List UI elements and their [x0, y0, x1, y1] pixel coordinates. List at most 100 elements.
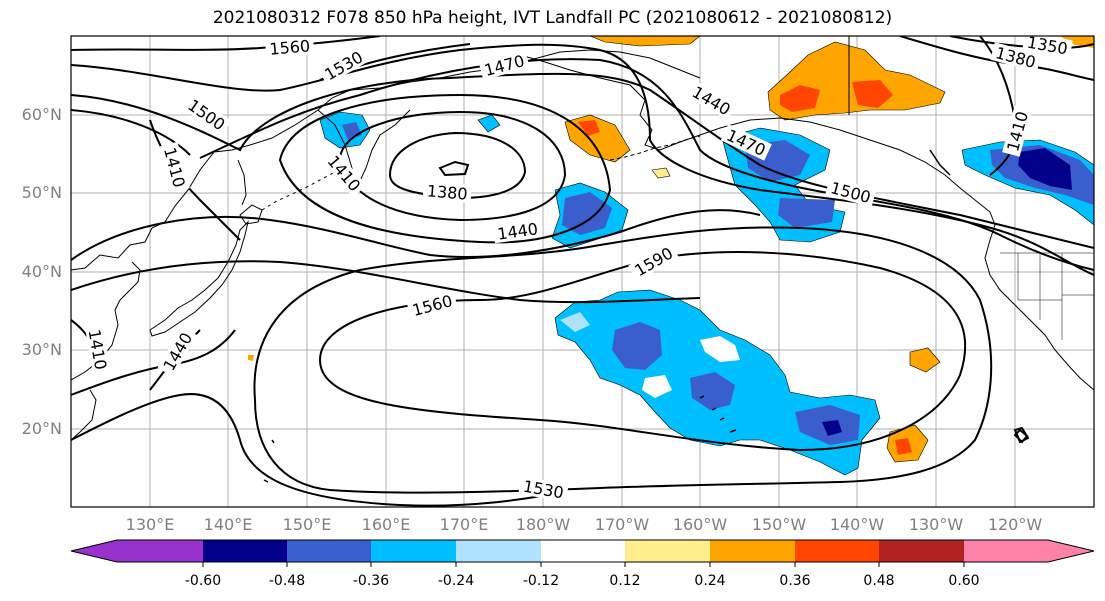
- contour-1440-west: [71, 209, 761, 261]
- shade-pos-yellow: [651, 167, 671, 179]
- colorbar-bin: [879, 540, 964, 562]
- lon-label: 150°E: [282, 515, 332, 534]
- shade-pos-japan: [248, 355, 254, 361]
- shade-dark-1: [822, 420, 842, 436]
- shade-pos-alaska-red2: [852, 80, 893, 108]
- colorbar-tick-label: -0.36: [352, 573, 390, 589]
- contour-1530: [71, 43, 1094, 276]
- height-contours: [71, 36, 1094, 507]
- colorbar-bin: [964, 540, 1048, 562]
- colorbar-extend-low: [71, 540, 117, 562]
- shade-pos-east2-red: [895, 438, 912, 455]
- colorbar-ticks: [202, 562, 965, 567]
- contour-1500: [71, 58, 1094, 271]
- contour-1590-loop: [318, 251, 967, 452]
- colorbar-bin: [371, 540, 456, 562]
- shade-gulf-alaska-mid2: [778, 198, 835, 228]
- lon-label: 140°W: [829, 515, 885, 534]
- contour-label: 1380: [426, 181, 468, 203]
- shade-pos-bering: [564, 114, 631, 163]
- coast-na-west: [984, 211, 1094, 391]
- colorbar-bin: [456, 540, 541, 562]
- shade-pos-bering-red: [578, 120, 600, 136]
- map-area: 1560 1530 1470 1500 1410 1380 1410 1440 …: [71, 33, 1094, 507]
- shade-mid-1: [612, 322, 662, 370]
- colorbar-tick-label: 0.48: [863, 573, 895, 589]
- lon-label: 140°E: [203, 515, 253, 534]
- lat-label: 40°N: [21, 262, 62, 281]
- shade-pos-alaska-red: [780, 85, 820, 112]
- lon-label: 180°W: [515, 515, 571, 534]
- colorbar-bin: [287, 540, 371, 562]
- coast-kamchatka: [317, 109, 411, 187]
- lat-label: 20°N: [21, 419, 62, 438]
- contour-1560-top: [71, 36, 381, 51]
- contour-label: 1440: [689, 82, 734, 119]
- colorbar-tick-label: -0.24: [437, 573, 475, 589]
- contour-label: 1500: [829, 178, 873, 207]
- contour-1560-loop: [253, 226, 993, 494]
- colorbar-outline: [70, 539, 1095, 563]
- graticule: [71, 36, 1094, 507]
- contour-1380-low: [438, 160, 470, 177]
- contour-label: 1440: [159, 329, 196, 374]
- shade-canada-dark: [1018, 148, 1072, 190]
- contour-1470: [71, 72, 1094, 249]
- shade-light-hole-1: [700, 336, 740, 362]
- lon-label: 130°E: [125, 515, 175, 534]
- colorbar-bin: [203, 540, 287, 562]
- colorbar-tick-label: 0.12: [609, 573, 641, 589]
- colorbar-tick-label: -0.60: [184, 573, 222, 589]
- lon-label: 130°W: [908, 515, 964, 534]
- shade-light-hole-2: [642, 375, 672, 398]
- lon-label: 170°E: [439, 515, 489, 534]
- contour-label: 1350: [1026, 33, 1069, 59]
- coast-aleutians: [609, 135, 701, 161]
- colorbar-bin: [710, 540, 795, 562]
- coast-kurils: [261, 167, 346, 211]
- coast-indochina: [71, 389, 97, 441]
- contour-label: 1590: [631, 243, 676, 280]
- contour-1560-mid: [71, 260, 701, 304]
- lon-label: 160°W: [672, 515, 728, 534]
- contour-1380-main: [388, 131, 527, 199]
- contour-1410-west: [149, 119, 241, 241]
- coast-sakhalin: [237, 159, 247, 206]
- colorbar: [70, 539, 1095, 567]
- contour-1530-south: [71, 393, 566, 507]
- shade-pos-east1: [909, 347, 941, 373]
- coast-korea: [119, 261, 141, 301]
- lon-label: 150°W: [751, 515, 807, 534]
- coastlines: [71, 36, 1094, 483]
- border-states: [1017, 253, 1094, 340]
- colorbar-bin: [625, 540, 710, 562]
- lon-label: 170°W: [594, 515, 650, 534]
- colorbar-tick-label: 0.36: [779, 573, 811, 589]
- contour-label: 1560: [410, 291, 454, 320]
- colorbar-tick-label: 0.60: [948, 573, 980, 589]
- shade-pos-top: [589, 36, 701, 47]
- colorbar-tick-label: -0.12: [522, 573, 560, 589]
- map-title: 2021080312 F078 850 hPa height, IVT Land…: [212, 8, 893, 28]
- contour-1410-loop: [338, 110, 567, 222]
- contour-label: 1410: [160, 145, 189, 189]
- lat-label: 50°N: [21, 183, 62, 202]
- contour-label: 1560: [269, 36, 311, 58]
- contour-mexico-loop: [1013, 428, 1029, 444]
- coast-islands-west: [263, 439, 275, 483]
- colorbar-bin: [117, 540, 203, 562]
- coast-hokkaido: [239, 204, 263, 225]
- coast-japan: [149, 220, 249, 337]
- coast-hawaii: [699, 395, 737, 433]
- ivt-shading: [248, 36, 1094, 476]
- colorbar-bin: [541, 540, 625, 562]
- coast-asia: [71, 49, 701, 271]
- map-frame: [70, 35, 1095, 508]
- shade-mid-pacific-mid: [562, 192, 612, 235]
- coast-china-south: [71, 299, 121, 381]
- lat-label: 30°N: [21, 340, 62, 359]
- lon-label: 160°E: [361, 515, 411, 534]
- shade-aleut-small: [477, 114, 501, 133]
- colorbar-bin: [795, 540, 879, 562]
